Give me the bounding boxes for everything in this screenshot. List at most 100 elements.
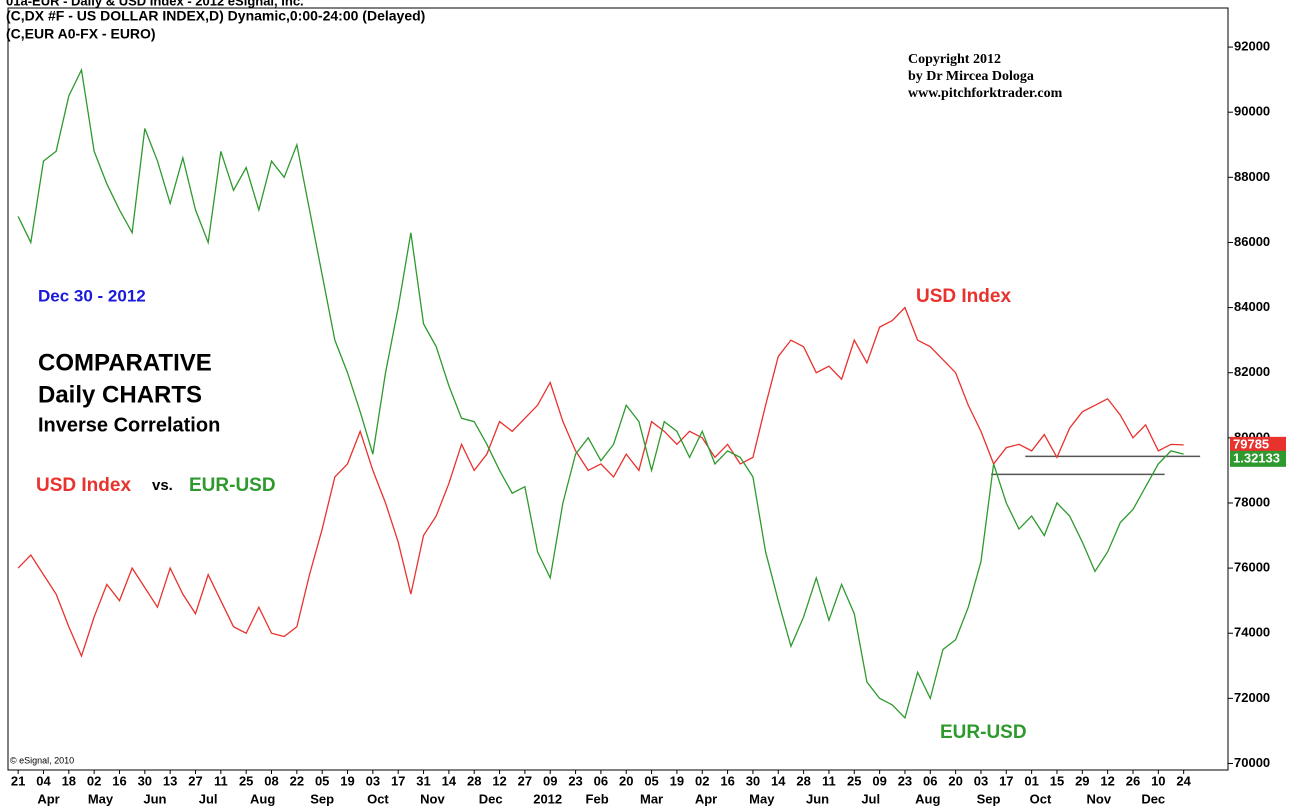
y-tick-label: 72000 bbox=[1234, 690, 1270, 705]
series-line bbox=[17, 67, 1184, 720]
x-tick-label: 15 bbox=[1050, 773, 1064, 788]
month-label: Mar bbox=[640, 791, 663, 806]
x-tick-label: 05 bbox=[644, 773, 658, 788]
x-tick-label: 30 bbox=[138, 773, 152, 788]
y-tick-label: 78000 bbox=[1234, 494, 1270, 509]
x-tick-label: 03 bbox=[974, 773, 988, 788]
x-tick-label: 20 bbox=[619, 773, 633, 788]
x-tick-label: 12 bbox=[492, 773, 506, 788]
y-tick-label: 74000 bbox=[1234, 625, 1270, 640]
series-label: EUR-USD bbox=[940, 722, 1027, 743]
x-tick-label: 06 bbox=[594, 773, 608, 788]
y-tick-label: 88000 bbox=[1234, 169, 1270, 184]
x-tick-label: 03 bbox=[366, 773, 380, 788]
x-tick-label: 25 bbox=[239, 773, 253, 788]
series-label: USD Index bbox=[916, 286, 1011, 307]
x-tick-label: 02 bbox=[695, 773, 709, 788]
source: © eSignal, 2010 bbox=[10, 755, 74, 765]
y-tick-label: 82000 bbox=[1234, 364, 1270, 379]
month-label: Jun bbox=[806, 791, 829, 806]
x-tick-label: 18 bbox=[62, 773, 76, 788]
x-tick-label: 25 bbox=[847, 773, 861, 788]
x-tick-label: 23 bbox=[568, 773, 582, 788]
x-tick-label: 27 bbox=[518, 773, 532, 788]
legend-eur: EUR-USD bbox=[189, 475, 276, 496]
header-line: (C,DX #F - US DOLLAR INDEX,D) Dynamic,0:… bbox=[6, 8, 425, 24]
x-tick-label: 04 bbox=[36, 773, 51, 788]
x-tick-label: 31 bbox=[416, 773, 430, 788]
month-label: Jul bbox=[861, 791, 880, 806]
title: Daily CHARTS bbox=[38, 381, 202, 408]
x-tick-label: 08 bbox=[264, 773, 278, 788]
month-label: Oct bbox=[367, 791, 389, 806]
month-label: May bbox=[749, 791, 775, 806]
x-tick-label: 09 bbox=[543, 773, 557, 788]
y-tick-label: 84000 bbox=[1234, 299, 1270, 314]
month-label: Aug bbox=[915, 791, 940, 806]
x-tick-label: 26 bbox=[1126, 773, 1140, 788]
x-tick-label: 23 bbox=[898, 773, 912, 788]
month-label: Oct bbox=[1030, 791, 1052, 806]
x-tick-label: 16 bbox=[112, 773, 126, 788]
x-tick-label: 19 bbox=[670, 773, 684, 788]
copyright: www.pitchforktrader.com bbox=[908, 86, 1063, 101]
x-tick-label: 28 bbox=[467, 773, 481, 788]
x-tick-label: 29 bbox=[1075, 773, 1089, 788]
x-tick-label: 16 bbox=[720, 773, 734, 788]
y-tick-label: 70000 bbox=[1234, 755, 1270, 770]
x-tick-label: 17 bbox=[999, 773, 1013, 788]
month-label: Jun bbox=[143, 791, 166, 806]
y-tick-label: 86000 bbox=[1234, 234, 1270, 249]
x-tick-label: 11 bbox=[822, 773, 836, 788]
price-label: 1.32133 bbox=[1233, 450, 1280, 465]
month-label: Sep bbox=[977, 791, 1001, 806]
x-tick-label: 27 bbox=[188, 773, 202, 788]
x-tick-label: 10 bbox=[1151, 773, 1165, 788]
month-label: 2012 bbox=[533, 791, 562, 806]
price-box bbox=[1230, 450, 1286, 467]
month-label: Dec bbox=[479, 791, 503, 806]
month-label: Jul bbox=[199, 791, 218, 806]
price-label: 79785 bbox=[1233, 436, 1269, 451]
x-tick-label: 06 bbox=[923, 773, 937, 788]
x-tick-label: 11 bbox=[214, 773, 228, 788]
x-tick-label: 30 bbox=[746, 773, 760, 788]
series-line bbox=[17, 306, 1184, 658]
x-tick-label: 13 bbox=[163, 773, 177, 788]
copyright: by Dr Mircea Dologa bbox=[908, 69, 1034, 84]
header-line: 01a-EUR - Daily & USD Index - 2012 eSign… bbox=[6, 0, 304, 8]
month-label: Nov bbox=[1086, 791, 1111, 806]
x-tick-label: 14 bbox=[771, 773, 786, 788]
x-tick-label: 17 bbox=[391, 773, 405, 788]
y-tick-label: 92000 bbox=[1234, 39, 1270, 54]
title: COMPARATIVE bbox=[38, 349, 212, 376]
x-tick-label: 19 bbox=[340, 773, 354, 788]
header-line: (C,EUR A0-FX - EURO) bbox=[6, 26, 156, 42]
month-label: Apr bbox=[695, 791, 717, 806]
plot-frame bbox=[7, 7, 1229, 771]
x-tick-label: 21 bbox=[11, 773, 25, 788]
x-tick-label: 28 bbox=[796, 773, 810, 788]
x-tick-label: 12 bbox=[1100, 773, 1114, 788]
date-note: Dec 30 - 2012 bbox=[38, 286, 146, 305]
x-tick-label: 05 bbox=[315, 773, 329, 788]
price-box bbox=[1230, 436, 1286, 453]
y-tick-label: 90000 bbox=[1234, 104, 1270, 119]
x-tick-label: 24 bbox=[1176, 773, 1191, 788]
month-label: Dec bbox=[1141, 791, 1165, 806]
x-tick-label: 09 bbox=[872, 773, 886, 788]
x-tick-label: 01 bbox=[1024, 773, 1038, 788]
month-label: Sep bbox=[310, 791, 334, 806]
x-tick-label: 20 bbox=[948, 773, 962, 788]
copyright: Copyright 2012 bbox=[908, 52, 1001, 67]
month-label: Aug bbox=[250, 791, 275, 806]
month-label: Feb bbox=[586, 791, 609, 806]
month-label: May bbox=[88, 791, 114, 806]
title: Inverse Correlation bbox=[38, 414, 220, 436]
month-label: Nov bbox=[420, 791, 445, 806]
legend-usd: USD Index bbox=[36, 475, 131, 496]
x-tick-label: 14 bbox=[442, 773, 457, 788]
legend-vs: vs. bbox=[152, 477, 173, 494]
x-tick-label: 02 bbox=[87, 773, 101, 788]
